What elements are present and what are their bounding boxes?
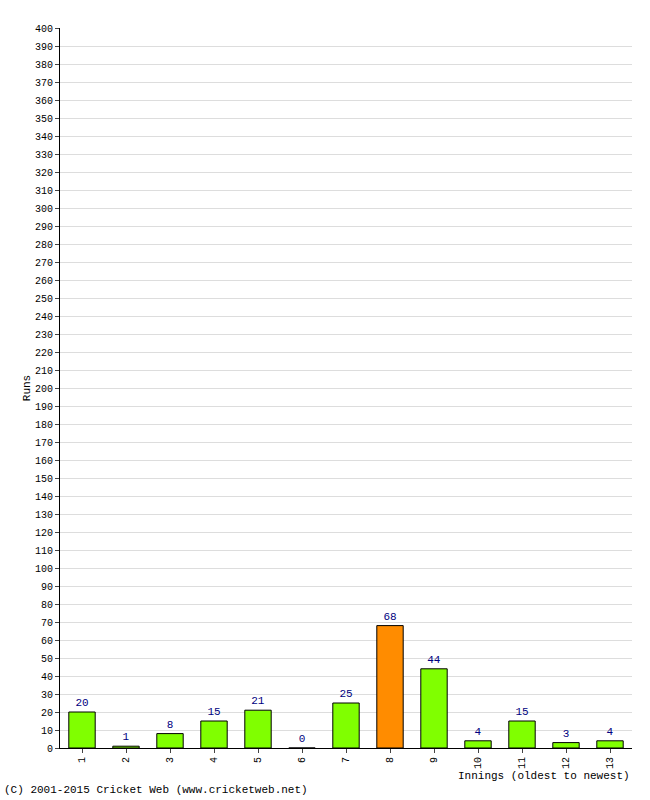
svg-text:25: 25 (339, 688, 352, 700)
svg-text:15: 15 (207, 706, 220, 718)
svg-text:4: 4 (209, 757, 220, 763)
svg-text:160: 160 (35, 456, 53, 467)
svg-text:13: 13 (605, 757, 616, 769)
svg-text:7: 7 (341, 757, 352, 763)
svg-text:5: 5 (253, 757, 264, 763)
svg-text:1: 1 (77, 757, 88, 763)
svg-text:360: 360 (35, 96, 53, 107)
svg-text:44: 44 (427, 654, 441, 666)
svg-text:270: 270 (35, 258, 53, 269)
svg-text:9: 9 (429, 757, 440, 763)
svg-text:140: 140 (35, 492, 53, 503)
svg-text:290: 290 (35, 222, 53, 233)
svg-text:12: 12 (561, 757, 572, 769)
svg-text:21: 21 (251, 695, 265, 707)
svg-text:100: 100 (35, 564, 53, 575)
svg-text:30: 30 (41, 690, 53, 701)
svg-text:260: 260 (35, 276, 53, 287)
svg-text:8: 8 (385, 757, 396, 763)
svg-text:390: 390 (35, 42, 53, 53)
svg-text:15: 15 (515, 706, 528, 718)
svg-text:4: 4 (475, 726, 482, 738)
svg-text:230: 230 (35, 330, 53, 341)
svg-text:110: 110 (35, 546, 53, 557)
svg-text:130: 130 (35, 510, 53, 521)
svg-text:40: 40 (41, 672, 53, 683)
svg-text:3: 3 (563, 728, 570, 740)
svg-text:6: 6 (297, 757, 308, 763)
svg-text:80: 80 (41, 600, 53, 611)
svg-text:200: 200 (35, 384, 53, 395)
svg-text:10: 10 (41, 726, 53, 737)
svg-text:400: 400 (35, 24, 53, 35)
svg-text:280: 280 (35, 240, 53, 251)
svg-text:180: 180 (35, 420, 53, 431)
svg-text:330: 330 (35, 150, 53, 161)
svg-text:170: 170 (35, 438, 53, 449)
svg-text:300: 300 (35, 204, 53, 215)
svg-text:210: 210 (35, 366, 53, 377)
svg-text:Runs: Runs (21, 375, 33, 401)
svg-text:220: 220 (35, 348, 53, 359)
svg-text:10: 10 (473, 757, 484, 769)
svg-text:1: 1 (123, 731, 130, 743)
svg-text:60: 60 (41, 636, 53, 647)
svg-text:250: 250 (35, 294, 53, 305)
svg-text:68: 68 (383, 611, 396, 623)
svg-text:320: 320 (35, 168, 53, 179)
svg-text:(C) 2001-2015 Cricket Web (www: (C) 2001-2015 Cricket Web (www.cricketwe… (4, 784, 308, 796)
svg-text:70: 70 (41, 618, 53, 629)
svg-text:350: 350 (35, 114, 53, 125)
svg-text:20: 20 (41, 708, 53, 719)
svg-text:4: 4 (607, 726, 614, 738)
svg-text:50: 50 (41, 654, 53, 665)
svg-text:Innings (oldest to newest): Innings (oldest to newest) (458, 770, 630, 782)
svg-text:11: 11 (517, 757, 528, 769)
svg-text:370: 370 (35, 78, 53, 89)
svg-text:190: 190 (35, 402, 53, 413)
svg-text:0: 0 (47, 744, 53, 755)
svg-text:240: 240 (35, 312, 53, 323)
svg-text:3: 3 (165, 757, 176, 763)
svg-text:90: 90 (41, 582, 53, 593)
svg-text:120: 120 (35, 528, 53, 539)
svg-text:380: 380 (35, 60, 53, 71)
svg-text:2: 2 (121, 757, 132, 763)
svg-text:8: 8 (167, 719, 174, 731)
svg-text:0: 0 (299, 733, 306, 745)
svg-text:310: 310 (35, 186, 53, 197)
svg-text:20: 20 (75, 697, 88, 709)
svg-text:150: 150 (35, 474, 53, 485)
svg-text:340: 340 (35, 132, 53, 143)
